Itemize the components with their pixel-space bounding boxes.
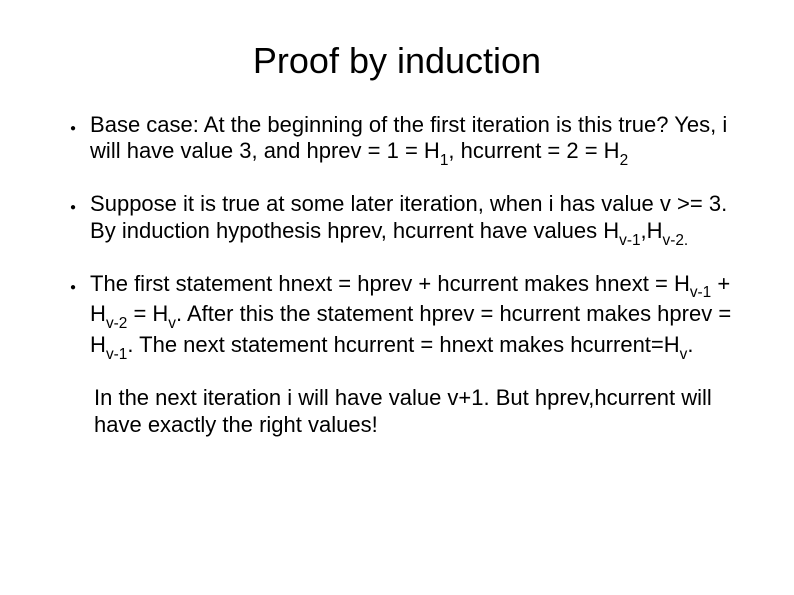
bullet-text: The first statement hnext = hprev + hcur… xyxy=(90,271,734,364)
bullet-text: Base case: At the beginning of the first… xyxy=(90,112,734,169)
slide-title: Proof by induction xyxy=(50,40,744,82)
bullet-item: ● Suppose it is true at some later itera… xyxy=(70,191,734,248)
bullet-item: ● The first statement hnext = hprev + hc… xyxy=(70,271,734,364)
bullet-item: ● Base case: At the beginning of the fir… xyxy=(70,112,734,169)
bullet-text: Suppose it is true at some later iterati… xyxy=(90,191,734,248)
tail-paragraph: In the next iteration i will have value … xyxy=(94,385,734,438)
bullet-marker-icon: ● xyxy=(70,112,76,140)
slide-content: ● Base case: At the beginning of the fir… xyxy=(50,112,744,438)
bullet-marker-icon: ● xyxy=(70,271,76,299)
bullet-marker-icon: ● xyxy=(70,191,76,219)
slide: Proof by induction ● Base case: At the b… xyxy=(0,0,794,595)
